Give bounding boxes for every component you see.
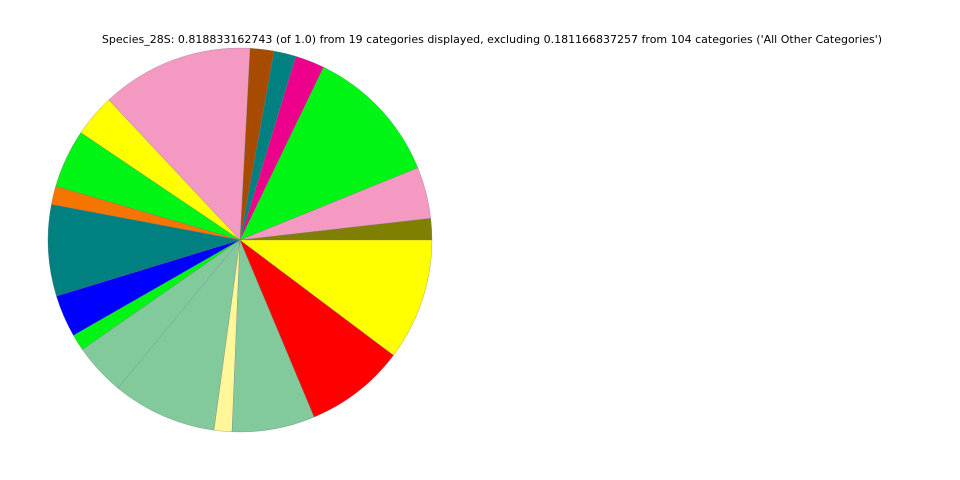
pie-slice-15: [117, 239, 241, 431]
pie-slice-7: [108, 47, 251, 241]
pie-slice-18: [239, 239, 394, 418]
pie-slice-11: [47, 204, 241, 297]
pie-slice-3: [239, 66, 419, 241]
chart-title: Species_28S: 0.818833162743 (of 1.0) fro…: [101, 33, 883, 46]
pie-slice-19: [239, 239, 433, 356]
